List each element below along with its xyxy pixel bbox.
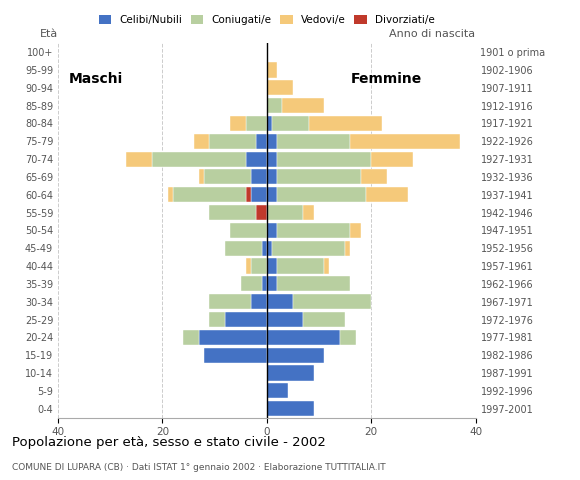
Bar	[246, 116, 267, 131]
Bar	[256, 134, 267, 149]
Bar	[209, 294, 251, 309]
Bar	[366, 187, 408, 203]
Bar	[267, 223, 277, 238]
Bar	[277, 258, 324, 274]
Text: Età: Età	[40, 29, 58, 39]
Bar	[204, 169, 251, 184]
Bar	[199, 169, 204, 184]
Bar	[199, 330, 267, 345]
Bar	[267, 80, 293, 96]
Bar	[246, 258, 251, 274]
Bar	[277, 169, 361, 184]
Bar	[267, 134, 277, 149]
Bar	[267, 383, 288, 398]
Text: Popolazione per età, sesso e stato civile - 2002: Popolazione per età, sesso e stato civil…	[12, 436, 325, 449]
Bar	[267, 169, 277, 184]
Bar	[152, 152, 246, 167]
Bar	[251, 169, 267, 184]
Bar	[246, 152, 267, 167]
Bar	[272, 240, 345, 256]
Bar	[267, 348, 324, 363]
Bar	[209, 205, 256, 220]
Bar	[277, 223, 350, 238]
Bar	[251, 258, 267, 274]
Bar	[324, 258, 329, 274]
Bar	[303, 205, 314, 220]
Text: Anno di nascita: Anno di nascita	[390, 29, 476, 39]
Text: COMUNE DI LUPARA (CB) · Dati ISTAT 1° gennaio 2002 · Elaborazione TUTTITALIA.IT: COMUNE DI LUPARA (CB) · Dati ISTAT 1° ge…	[12, 463, 385, 472]
Bar	[241, 276, 262, 291]
Bar	[350, 134, 460, 149]
Bar	[267, 240, 272, 256]
Bar	[277, 187, 366, 203]
Text: Maschi: Maschi	[68, 72, 123, 86]
Bar	[204, 348, 267, 363]
Bar	[183, 330, 199, 345]
Bar	[267, 276, 277, 291]
Bar	[267, 294, 293, 309]
Bar	[262, 240, 267, 256]
Bar	[361, 169, 387, 184]
Bar	[267, 116, 272, 131]
Bar	[256, 205, 267, 220]
Bar	[267, 330, 340, 345]
Bar	[209, 312, 225, 327]
Bar	[194, 134, 209, 149]
Bar	[246, 187, 251, 203]
Bar	[267, 401, 314, 416]
Bar	[126, 152, 152, 167]
Bar	[225, 312, 267, 327]
Bar	[282, 98, 324, 113]
Bar	[272, 116, 309, 131]
Bar	[309, 116, 382, 131]
Bar	[267, 258, 277, 274]
Bar	[293, 294, 371, 309]
Legend: Celibi/Nubili, Coniugati/e, Vedovi/e, Divorziati/e: Celibi/Nubili, Coniugati/e, Vedovi/e, Di…	[95, 11, 439, 30]
Bar	[277, 152, 371, 167]
Bar	[277, 276, 350, 291]
Bar	[168, 187, 173, 203]
Bar	[267, 187, 277, 203]
Bar	[267, 152, 277, 167]
Bar	[251, 187, 267, 203]
Bar	[267, 98, 282, 113]
Bar	[225, 240, 262, 256]
Bar	[277, 134, 350, 149]
Bar	[267, 312, 303, 327]
Bar	[340, 330, 356, 345]
Bar	[262, 276, 267, 291]
Text: Femmine: Femmine	[350, 72, 422, 86]
Bar	[230, 223, 267, 238]
Bar	[251, 294, 267, 309]
Bar	[267, 205, 303, 220]
Bar	[371, 152, 413, 167]
Bar	[173, 187, 246, 203]
Bar	[209, 134, 256, 149]
Bar	[267, 365, 314, 381]
Bar	[350, 223, 361, 238]
Bar	[345, 240, 350, 256]
Bar	[303, 312, 345, 327]
Bar	[230, 116, 246, 131]
Bar	[267, 62, 277, 78]
